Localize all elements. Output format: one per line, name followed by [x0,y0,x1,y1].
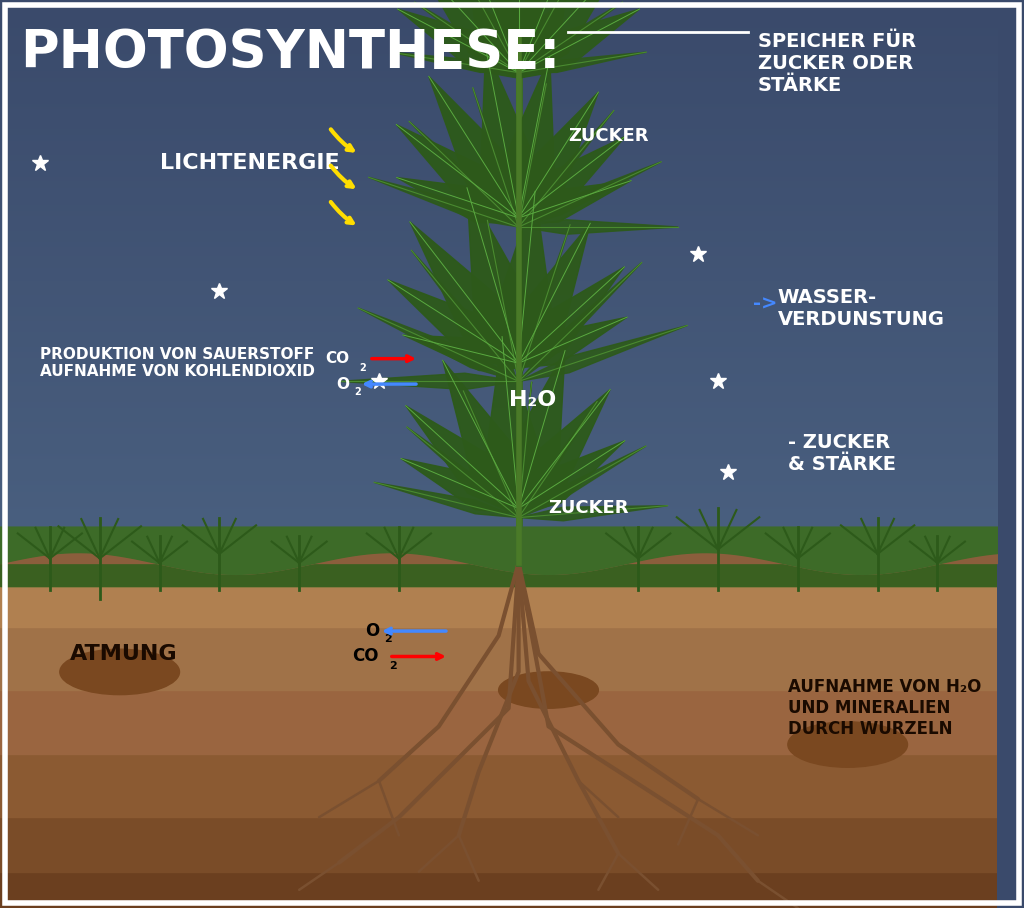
Text: 2: 2 [384,634,392,645]
Polygon shape [480,48,537,219]
Text: WASSER-
VERDUNSTUNG: WASSER- VERDUNSTUNG [778,288,945,330]
Polygon shape [507,350,565,510]
Text: AUFNAHME VON H₂O
UND MINERALIEN
DURCH WURZELN: AUFNAHME VON H₂O UND MINERALIEN DURCH WU… [787,678,981,738]
Bar [0,817,997,872]
Polygon shape [403,335,520,370]
Text: ->: -> [753,295,777,313]
Bar [0,726,997,817]
Bar [0,872,997,908]
Text: CO: CO [325,351,349,366]
Bar [0,563,997,908]
Text: O: O [336,377,349,391]
Text: LICHTENERGIE: LICHTENERGIE [160,153,339,173]
Polygon shape [412,251,518,381]
Text: ZUCKER: ZUCKER [549,499,629,518]
Text: - ZUCKER
& STÄRKE: - ZUCKER & STÄRKE [787,433,896,475]
Polygon shape [410,222,525,368]
Polygon shape [518,262,642,381]
Polygon shape [369,177,518,227]
Polygon shape [518,52,646,73]
Text: ATMUNG: ATMUNG [70,644,177,664]
Polygon shape [518,220,678,234]
Text: CO: CO [352,647,379,666]
Polygon shape [502,57,554,219]
Polygon shape [518,446,646,518]
Polygon shape [518,2,623,73]
Polygon shape [463,391,518,518]
Polygon shape [442,360,526,511]
Polygon shape [512,92,598,222]
Polygon shape [407,427,518,518]
Bar [0,531,997,586]
Polygon shape [467,188,532,365]
Polygon shape [513,390,610,512]
Polygon shape [429,76,525,222]
Polygon shape [406,406,523,513]
Polygon shape [396,124,523,223]
Polygon shape [514,267,625,368]
Polygon shape [518,325,687,381]
Polygon shape [518,506,668,521]
Bar [0,690,997,754]
Polygon shape [518,84,546,227]
Polygon shape [416,0,524,77]
Polygon shape [515,440,625,513]
Text: O: O [365,622,379,640]
Text: H₂O: H₂O [509,390,556,410]
Polygon shape [492,0,546,73]
Text: 2: 2 [354,387,360,398]
Polygon shape [397,9,521,77]
Polygon shape [515,9,640,77]
Polygon shape [518,225,570,381]
Text: 2: 2 [389,660,396,671]
Polygon shape [391,52,518,73]
Polygon shape [473,88,518,227]
Polygon shape [518,162,662,227]
Bar [0,627,997,690]
Bar [0,558,997,586]
Polygon shape [518,111,613,227]
Polygon shape [339,373,518,390]
Polygon shape [485,337,542,509]
Polygon shape [518,382,531,518]
Text: ZUCKER: ZUCKER [568,127,649,145]
Polygon shape [516,317,627,368]
Polygon shape [374,482,518,518]
Text: 2: 2 [359,362,366,373]
Polygon shape [358,308,518,381]
Ellipse shape [499,672,598,708]
Polygon shape [415,2,518,73]
Polygon shape [388,280,522,369]
Polygon shape [513,0,622,77]
Polygon shape [487,221,518,381]
Text: PRODUKTION VON SAUERSTOFF
AUFNAHME VON KOHLENDIOXID: PRODUKTION VON SAUERSTOFF AUFNAHME VON K… [40,347,314,380]
Polygon shape [511,0,577,75]
Polygon shape [409,122,518,227]
Bar [0,636,997,726]
Bar [0,563,997,636]
Polygon shape [517,181,631,222]
Ellipse shape [787,722,907,767]
Text: PHOTOSYNTHESE:: PHOTOSYNTHESE: [19,27,560,79]
Text: SPEICHER FÜR
ZUCKER ODER
STÄRKE: SPEICHER FÜR ZUCKER ODER STÄRKE [758,32,916,95]
Polygon shape [518,0,577,73]
Bar [0,563,997,627]
Polygon shape [461,0,525,75]
Bar [0,817,997,908]
Polygon shape [496,192,552,364]
Polygon shape [401,459,521,513]
Bar [0,754,997,817]
Polygon shape [514,136,626,222]
Polygon shape [512,223,590,366]
Polygon shape [518,401,597,518]
Ellipse shape [59,649,179,695]
Polygon shape [461,0,518,73]
Polygon shape [396,178,520,222]
